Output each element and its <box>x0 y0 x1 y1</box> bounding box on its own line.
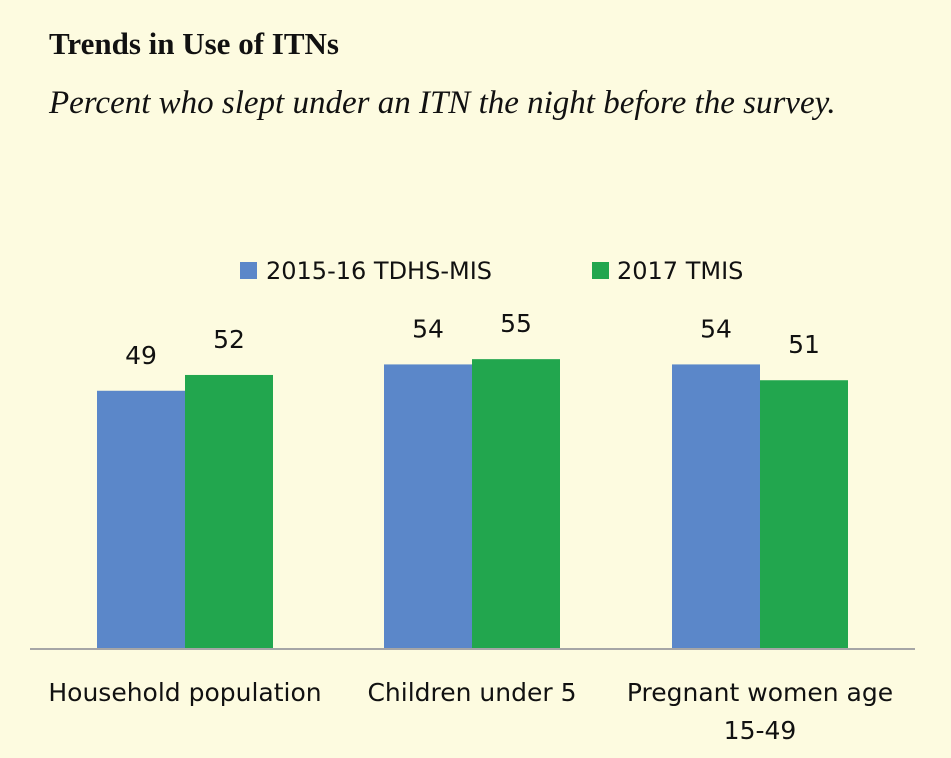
bar <box>384 364 472 649</box>
legend-swatch <box>240 262 257 279</box>
bar <box>472 359 560 649</box>
chart-subtitle: Percent who slept under an ITN the night… <box>49 85 836 121</box>
chart-title: Trends in Use of ITNs <box>49 26 339 61</box>
legend-swatch <box>592 262 609 279</box>
bar <box>97 390 185 649</box>
bars-group <box>97 359 848 649</box>
data-label: 54 <box>412 314 444 343</box>
data-label: 49 <box>125 341 157 370</box>
data-label: 52 <box>213 325 245 354</box>
bar <box>672 364 760 649</box>
data-label: 51 <box>788 330 820 359</box>
data-label: 54 <box>700 314 732 343</box>
bar <box>760 380 848 649</box>
category-label: 15-49 <box>724 716 797 745</box>
category-label: Household population <box>48 678 321 707</box>
legend-label: 2017 TMIS <box>617 257 743 285</box>
legend-label: 2015-16 TDHS-MIS <box>266 257 492 285</box>
category-labels-group: Household population Children under 5 Preg… <box>48 678 893 745</box>
category-label: Children under 5 <box>367 678 576 707</box>
legend: 2015-16 TDHS-MIS 2017 TMIS <box>240 257 743 285</box>
category-label: Pregnant women age <box>627 678 893 707</box>
bar <box>185 374 273 649</box>
value-labels-group: 49 52 54 55 54 51 <box>125 309 820 370</box>
data-label: 55 <box>500 309 532 338</box>
